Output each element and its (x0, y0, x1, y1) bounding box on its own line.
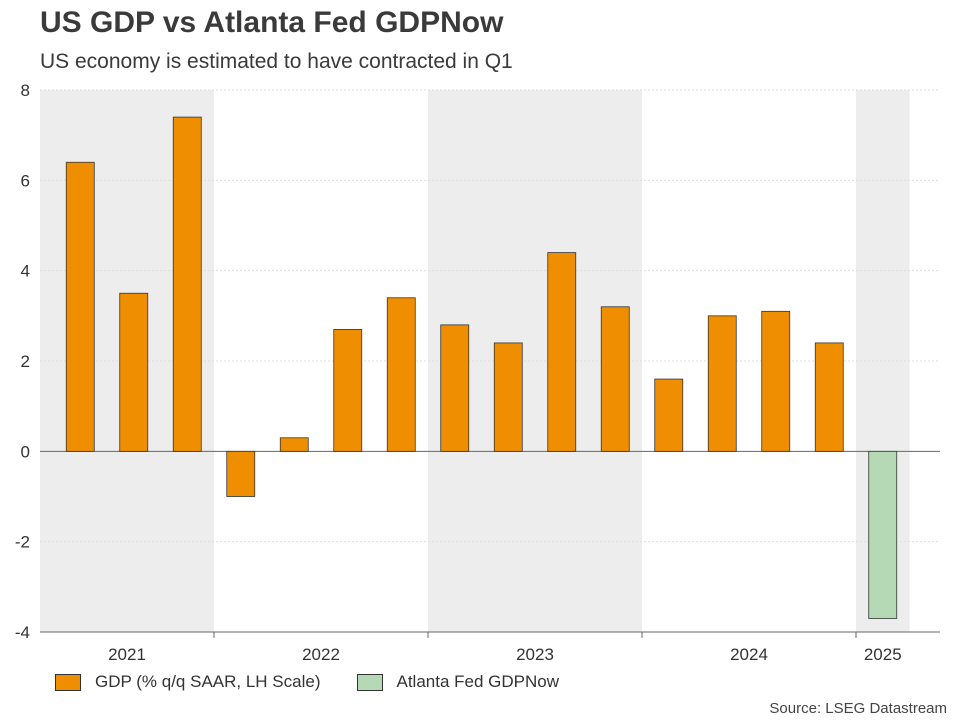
bar-2024 (707, 315, 737, 452)
x-tick-label: 2025 (864, 645, 902, 664)
bar-2022 (226, 450, 256, 497)
bar-2021 (119, 292, 149, 452)
bar-2021 (172, 116, 202, 452)
y-tick-label: 6 (21, 171, 30, 190)
x-tick-label: 2024 (730, 645, 768, 664)
bar-2024 (761, 310, 791, 452)
x-tick-label: 2023 (516, 645, 554, 664)
bar-2022 (333, 328, 363, 452)
legend: GDP (% q/q SAAR, LH Scale) Atlanta Fed G… (55, 672, 559, 692)
bar-2024 (814, 342, 844, 452)
y-tick-label: 4 (21, 262, 30, 281)
chart-title: US GDP vs Atlanta Fed GDPNow (40, 6, 504, 39)
legend-swatch-gdp (55, 673, 81, 691)
legend-swatch-gdpnow (356, 673, 383, 691)
bar-2021 (65, 161, 95, 452)
bar-2022 (386, 297, 416, 452)
legend-label-gdpnow: Atlanta Fed GDPNow (396, 672, 560, 691)
chart-subtitle: US economy is estimated to have contract… (40, 50, 513, 73)
legend-label-gdp: GDP (% q/q SAAR, LH Scale) (95, 672, 321, 691)
x-tick-label: 2021 (108, 645, 146, 664)
y-tick-label: 2 (21, 352, 30, 371)
y-tick-label: 8 (21, 81, 30, 100)
y-tick-label: -2 (15, 533, 30, 552)
y-tick-label: -4 (15, 623, 30, 642)
y-tick-label: 0 (21, 442, 30, 461)
bar-2023 (440, 324, 470, 452)
legend-item-gdp: GDP (% q/q SAAR, LH Scale) (55, 672, 321, 692)
bar-2023 (600, 306, 630, 452)
x-tick-label: 2022 (302, 645, 340, 664)
bar-2023 (547, 252, 577, 452)
bar-2023 (493, 342, 523, 452)
source-note: Source: LSEG Datastream (769, 700, 947, 717)
bar-2022 (279, 437, 309, 452)
legend-item-gdpnow: Atlanta Fed GDPNow (356, 672, 560, 692)
bar-2025 (868, 450, 898, 619)
bar-2024 (654, 378, 684, 452)
